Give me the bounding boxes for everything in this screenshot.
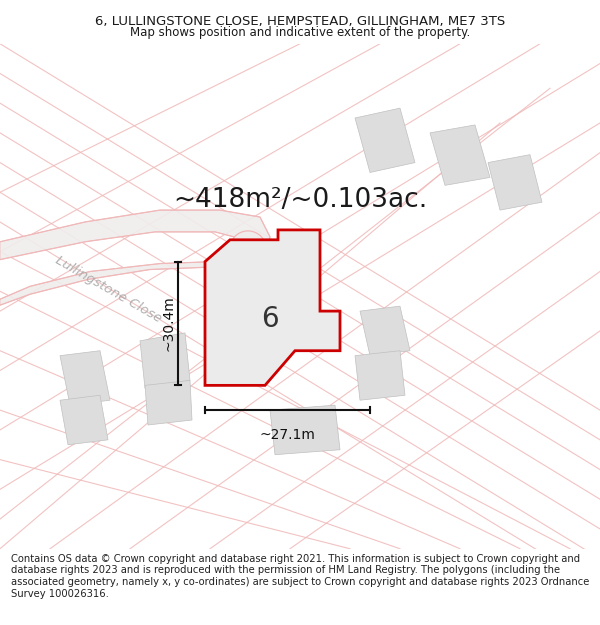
Polygon shape — [355, 351, 405, 400]
Polygon shape — [205, 230, 340, 386]
Polygon shape — [0, 210, 270, 305]
Text: Contains OS data © Crown copyright and database right 2021. This information is : Contains OS data © Crown copyright and d… — [11, 554, 589, 599]
Polygon shape — [360, 306, 410, 356]
Text: 6, LULLINGSTONE CLOSE, HEMPSTEAD, GILLINGHAM, ME7 3TS: 6, LULLINGSTONE CLOSE, HEMPSTEAD, GILLIN… — [95, 15, 505, 28]
Text: ~30.4m: ~30.4m — [161, 296, 175, 351]
Polygon shape — [60, 351, 110, 405]
Polygon shape — [145, 381, 192, 425]
Text: ~418m²/~0.103ac.: ~418m²/~0.103ac. — [173, 188, 427, 213]
Text: 6: 6 — [261, 305, 279, 333]
Polygon shape — [430, 125, 490, 186]
Text: Map shows position and indicative extent of the property.: Map shows position and indicative extent… — [130, 26, 470, 39]
Polygon shape — [355, 108, 415, 172]
Text: Lullingstone Close: Lullingstone Close — [53, 254, 163, 325]
Text: ~27.1m: ~27.1m — [260, 428, 316, 442]
Polygon shape — [270, 405, 340, 454]
Polygon shape — [140, 333, 190, 388]
Polygon shape — [60, 395, 108, 445]
Polygon shape — [488, 154, 542, 210]
Wedge shape — [230, 231, 266, 249]
